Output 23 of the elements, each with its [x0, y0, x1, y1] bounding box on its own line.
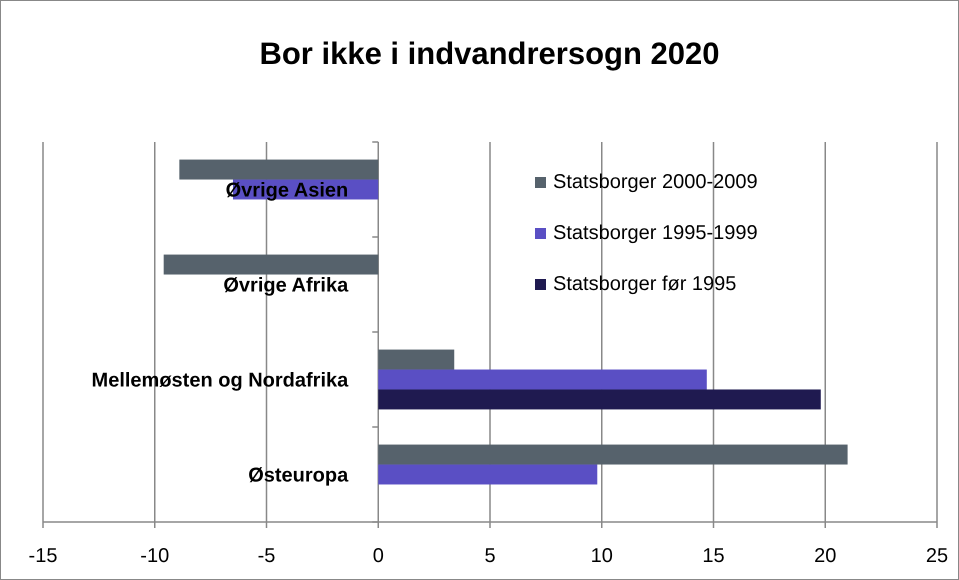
x-tick-label: -10: [140, 545, 170, 567]
bar: [179, 160, 378, 180]
bar: [164, 254, 378, 275]
x-tick-label: 10: [590, 545, 613, 567]
x-tick-label: 20: [814, 545, 836, 567]
legend-label: Statsborger 1995-1999: [553, 222, 758, 244]
bar: [378, 350, 454, 370]
legend-label: Statsborger før 1995: [553, 273, 736, 295]
y-tick-label: Østeuropa: [248, 464, 350, 486]
legend-label: Statsborger 2000-2009: [553, 171, 758, 193]
bar: [378, 444, 848, 465]
bar: [378, 389, 821, 410]
y-tick-label: Mellemøsten og Nordafrika: [92, 370, 350, 392]
x-tick-label: 25: [926, 545, 948, 567]
x-tick-label: -5: [258, 545, 276, 567]
x-tick-label: 0: [372, 545, 384, 567]
bar: [378, 370, 707, 390]
x-tick-label: 5: [484, 545, 496, 567]
x-tick-label: -15: [28, 545, 58, 567]
bar: [378, 464, 598, 484]
chart-title: Bor ikke i indvandrersogn 2020: [259, 36, 720, 71]
x-tick-label: 15: [702, 545, 725, 567]
y-tick-label: Øvrige Afrika: [223, 274, 350, 296]
